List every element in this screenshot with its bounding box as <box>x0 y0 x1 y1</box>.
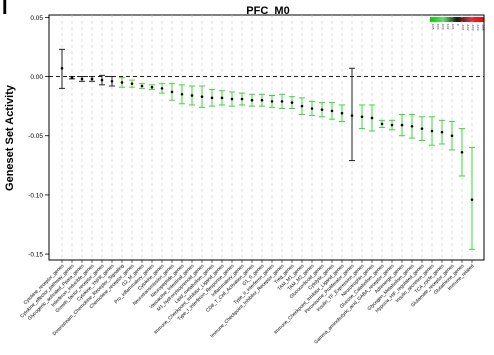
mean-point <box>290 101 294 104</box>
mean-point <box>420 127 424 130</box>
y-tick-label: -0.10 <box>28 192 43 199</box>
mean-point <box>370 116 374 120</box>
plot-frame <box>48 14 485 261</box>
mean-point <box>110 79 114 83</box>
mean-point <box>440 130 444 134</box>
mean-point <box>270 100 274 103</box>
mean-point <box>60 66 64 70</box>
mean-point <box>410 124 414 128</box>
mean-point <box>310 107 314 110</box>
x-axis: Cytokine_receptor_genesCytokine_effector… <box>19 260 476 345</box>
mean-point <box>470 198 474 201</box>
y-tick-label: -0.05 <box>28 133 43 140</box>
mean-point <box>70 76 74 80</box>
mean-point <box>320 108 324 111</box>
error-bar-marks <box>59 48 475 250</box>
mean-point <box>430 129 434 133</box>
legend-label: 0.04 <box>436 24 440 30</box>
mean-point <box>250 98 254 102</box>
mean-point <box>460 150 464 154</box>
chart-title: PFC_M0 <box>246 5 289 17</box>
legend: 0.05 0.04 0.03 0.02 0.01 0 -0.01 -0.02 -0.03 -0.0… <box>430 17 485 31</box>
legend-label: -0.01 <box>461 24 465 31</box>
mean-point <box>80 77 84 81</box>
mean-point <box>100 78 104 82</box>
mean-point <box>120 81 124 84</box>
y-axis-label: Geneset Set Activity <box>4 84 16 191</box>
mean-point <box>180 92 184 96</box>
mean-point <box>350 114 354 117</box>
mean-point <box>150 85 154 89</box>
legend-label: 0.02 <box>446 24 450 30</box>
mean-point <box>450 134 454 138</box>
legend-label: 0 <box>456 24 460 26</box>
mean-point <box>200 95 204 98</box>
mean-point <box>330 109 334 113</box>
mean-point <box>90 77 94 81</box>
mean-point <box>220 96 224 100</box>
mean-point <box>340 111 344 115</box>
legend-label: -0.05 <box>481 24 485 31</box>
mean-point <box>400 123 404 127</box>
legend-colorbar <box>430 17 484 22</box>
legend-label: -0.04 <box>476 24 480 31</box>
legend-label: -0.03 <box>471 24 475 31</box>
mean-point <box>240 97 244 101</box>
mean-point <box>390 123 394 127</box>
panel-label: I <box>2 0 8 19</box>
legend-label: 0.05 <box>431 24 435 30</box>
legend-label: -0.02 <box>466 24 470 31</box>
mean-point <box>130 82 134 85</box>
gridlines <box>61 15 473 260</box>
y-axis: 0.05 0.00 -0.05 -0.10 -0.15 <box>28 15 49 259</box>
mean-point <box>160 87 164 90</box>
legend-label: 0.03 <box>441 24 445 30</box>
mean-point <box>280 100 284 103</box>
mean-point <box>300 104 304 108</box>
mean-point <box>140 84 144 88</box>
mean-point <box>360 115 364 119</box>
mean-point <box>260 98 264 102</box>
y-tick-label: -0.15 <box>28 252 43 259</box>
y-tick-label: 0.00 <box>30 74 43 81</box>
mean-point <box>170 90 174 94</box>
mean-point <box>230 97 234 101</box>
y-tick-label: 0.05 <box>30 15 43 22</box>
mean-point <box>380 122 384 126</box>
mean-point <box>210 96 214 100</box>
mean-point <box>190 94 194 97</box>
legend-label: 0.01 <box>451 24 455 30</box>
